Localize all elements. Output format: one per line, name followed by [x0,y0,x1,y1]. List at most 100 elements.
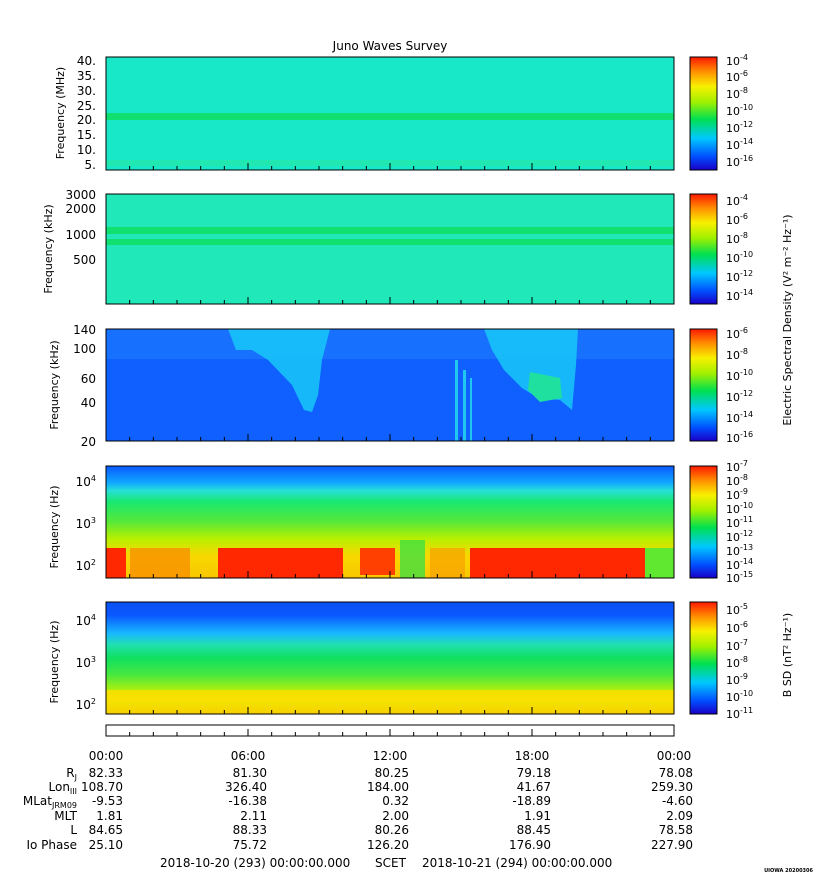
panel-1-cb-tick: 10-10 [726,103,753,118]
panel-2-cb-tick: 10-12 [726,269,753,284]
time-label: 00:00 [89,749,124,763]
eph-value: 1.81 [96,809,123,823]
panel-3-cb-tick: 10-8 [726,347,748,362]
panel-2-cb-tick: 10-14 [726,288,753,303]
eph-value: 79.18 [517,766,551,780]
eph-value: 84.65 [89,823,123,837]
panel-2-colorbar [689,193,718,305]
eph-value: 2.11 [240,809,267,823]
eph-value: 78.08 [659,766,693,780]
chart-title: Juno Waves Survey [332,39,448,53]
eph-value: 80.25 [375,766,409,780]
eph-value: 88.45 [517,823,551,837]
panel-5-low-band [106,690,674,702]
eph-label: RJ [66,766,77,782]
panel-1-ytick: 40. [77,54,96,68]
panel-2-ytick: 2000 [65,202,96,216]
panel-1-colorbar [689,56,718,171]
panel-4-cb-tick: 10-13 [726,543,753,558]
panel-5-cb-tick: 10-9 [726,672,748,687]
panel-5-ytick: 103 [76,655,96,670]
panel-1-ytick: 20. [77,113,96,127]
panel-1-ytick: 25. [77,99,96,113]
panel-1-ytick: 10. [77,143,96,157]
eph-value: 1.91 [524,809,551,823]
panel-3-ytick: 20 [81,435,96,449]
eph-value: 80.26 [375,823,409,837]
eph-value: 108.70 [81,780,123,794]
time-label: 06:00 [231,749,266,763]
panel-4: Frequency (Hz) 104 103 102 10-7 10-8 10-… [48,459,753,585]
panel-3: Frequency (kHz) 140 100 60 40 20 10-6 10… [48,214,794,449]
panel-3-ytick: 140 [73,323,96,337]
panel-1-cb-tick: 10-6 [726,69,748,84]
panel-4-red-block [470,548,645,578]
panel-5-colorbar [689,601,718,715]
panel-5-ylabel: Frequency (Hz) [48,621,61,704]
eph-label: L [70,823,77,837]
panel-2-ytick: 500 [73,253,96,267]
panel-1-cb-tick: 10-4 [726,53,748,68]
panel-1-band [106,113,674,120]
eph-value: 326.40 [225,780,267,794]
panel-2-cb-tick: 10-8 [726,231,748,246]
panel-4-ylabel: Frequency (Hz) [48,486,61,569]
eph-value: -16.38 [228,794,267,808]
panel-4-red-block [360,548,395,575]
panel-5-ytick: 102 [76,697,96,712]
panel-3-upper-haze [106,329,674,359]
eph-label: Io Phase [26,838,77,852]
panel-2-ylabel: Frequency (kHz) [42,204,55,293]
time-label: 12:00 [373,749,408,763]
eph-label: MLatJRM09 [23,794,77,810]
panel-5: Frequency (Hz) 104 103 102 10-5 10-6 10-… [48,601,794,721]
panel-4-cb-tick: 10-12 [726,529,753,544]
panel-3-ylabel: Frequency (kHz) [48,340,61,429]
panel-3-emission [528,372,562,402]
panel-1-cb-tick: 10-8 [726,86,748,101]
panel-1-ytick: 30. [77,84,96,98]
electric-cb-label: Electric Spectral Density (V² m⁻² Hz⁻¹) [781,214,794,425]
panel-1-ytick: 15. [77,128,96,142]
panel-1-ylabel: Frequency (MHz) [54,67,67,159]
panel-3-ytick: 40 [81,396,96,410]
panel-5-cb-tick: 10-10 [726,689,753,704]
eph-value: 126.20 [367,838,409,852]
panel-5-cb-tick: 10-11 [726,706,753,721]
panel-3-ytick: 60 [81,372,96,386]
panel-4-cb-tick: 10-15 [726,570,753,585]
panel-3-cb-tick: 10-10 [726,368,753,383]
eph-value: 88.33 [233,823,267,837]
panel-1-ytick: 5. [85,158,96,172]
panel-4-cb-tick: 10-10 [726,501,753,516]
eph-value: 2.00 [382,809,409,823]
panel-2: Frequency (kHz) 3000 2000 1000 500 10-4 … [42,188,753,305]
panel-4-cb-tick: 10-11 [726,515,753,530]
panel-4-red-block [106,548,126,578]
time-ticks [129,163,651,736]
eph-value: 81.30 [233,766,267,780]
eph-value: 41.67 [517,780,551,794]
panel-4-orange-block [430,548,465,578]
panel-1-ytick: 35. [77,69,96,83]
version-stamp: UIOWA 20200306 [764,868,813,874]
panel-2-ytick: 1000 [65,228,96,242]
panel-3-streak [455,360,458,441]
panel-4-cb-tick: 10-7 [726,459,748,474]
panel-4-ytick: 104 [76,474,96,489]
panel-5-cb-tick: 10-6 [726,620,748,635]
panel-2-band [106,239,674,245]
panel-3-cb-tick: 10-12 [726,389,753,404]
panel-4-cb-tick: 10-9 [726,487,748,502]
panel-2-cb-tick: 10-4 [726,193,748,208]
ephemeris-table: RJ LonIII MLatJRM09 MLT L Io Phase 82.33… [23,766,693,852]
time-label: 00:00 [657,749,692,763]
panel-4-green-gap [645,548,674,578]
panel-4-cb-tick: 10-8 [726,473,748,488]
panel-3-streak [463,370,466,441]
panel-1-cb-tick: 10-12 [726,120,753,135]
footer-scet: SCET [375,856,407,870]
panel-4-red-block [218,548,343,578]
eph-value: 75.72 [233,838,267,852]
